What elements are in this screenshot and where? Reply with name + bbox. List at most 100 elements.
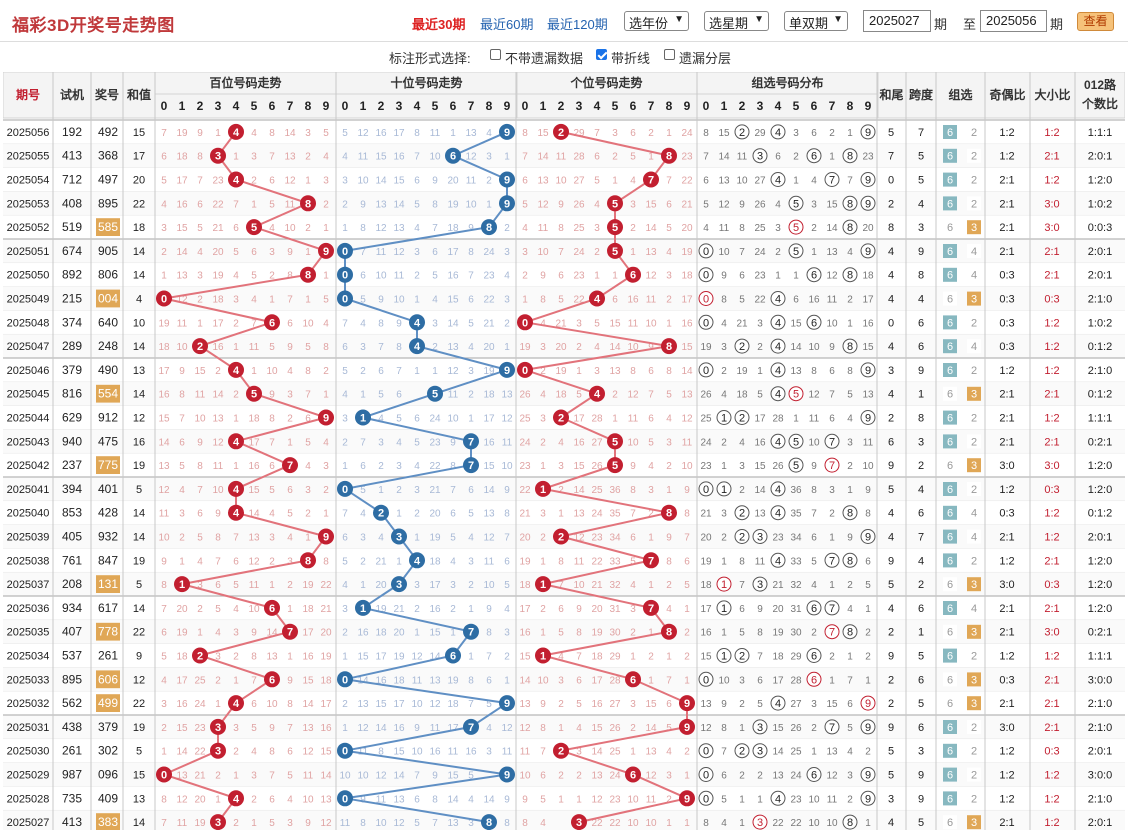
group6-label: 6: [947, 603, 953, 615]
group-omission: 30: [790, 628, 802, 639]
header-digit: 3: [215, 99, 222, 113]
trend-ball-g: [607, 195, 623, 212]
omission-value: 4: [360, 318, 366, 329]
group-ball: [770, 338, 786, 354]
sum-tail: 8: [888, 222, 894, 234]
trial-number: 379: [62, 363, 82, 377]
group-omission: 25: [754, 223, 766, 234]
link-recent-120[interactable]: 最近120期: [547, 17, 608, 32]
group-omission: 13: [862, 390, 874, 401]
link-recent-60[interactable]: 最近60期: [480, 17, 534, 32]
group-omission: 5: [739, 295, 745, 306]
trend-ball-digit: 0: [342, 746, 348, 758]
trend-ball-b: [246, 385, 262, 402]
trend-ball-digit: 9: [323, 532, 329, 544]
omission-value: 31: [609, 604, 621, 615]
omission-value: 11: [628, 414, 639, 425]
omission-value: 23: [573, 271, 585, 282]
trial-number: 537: [62, 649, 82, 663]
group-omission: 20: [862, 223, 874, 234]
omission-value: 2: [215, 366, 221, 377]
group6-badge: [943, 291, 957, 306]
prize-number: 379: [98, 720, 118, 734]
parity-select[interactable]: 单双期 ▼: [784, 11, 848, 31]
omission-value: 1: [414, 295, 420, 306]
trend-ball-digit: 9: [684, 698, 690, 710]
trend-ball-t: [337, 480, 353, 497]
trend-ball-t: [409, 314, 425, 331]
trend-ball-b: [228, 695, 244, 712]
omission-value: 4: [666, 604, 672, 615]
group-omission: 8: [811, 485, 817, 496]
omission-value: 18: [375, 628, 387, 639]
checkbox-omission-layer[interactable]: [664, 49, 675, 60]
omission-value: 2: [342, 699, 348, 710]
group-digit: 8: [847, 817, 853, 829]
group-omission: 12: [718, 199, 730, 210]
header-digit: 5: [432, 99, 439, 113]
trial-number: 562: [62, 696, 82, 710]
trend-ball-digit: 9: [323, 413, 329, 425]
omission-value: 28: [573, 152, 585, 163]
span-value: 5: [918, 698, 924, 710]
group-omission: 28: [772, 414, 784, 425]
big-small-ratio: 2:1: [1044, 555, 1059, 567]
omission-value: 19: [429, 533, 441, 544]
omission-value: 13: [447, 342, 459, 353]
omission-value: 3: [504, 295, 510, 306]
checkbox-polyline[interactable]: [596, 49, 607, 60]
group6-badge: [943, 339, 957, 354]
big-small-ratio: 1:2: [1044, 317, 1059, 329]
trial-number: 735: [62, 791, 82, 805]
group-omission: 24: [700, 437, 712, 448]
trial-number: 853: [62, 506, 82, 520]
trend-ball-b: [228, 433, 244, 450]
odd-even-ratio: 1:2: [999, 770, 1014, 782]
omission-value: 6: [161, 152, 167, 163]
group-omission: 2: [865, 652, 871, 663]
trend-ball-g: [661, 504, 677, 521]
prize-number: 383: [98, 815, 118, 829]
group-omission: 6: [829, 366, 835, 377]
group-omission: 3: [829, 485, 835, 496]
sum-tail: 4: [888, 817, 894, 829]
omission-value: 8: [486, 628, 492, 639]
start-period-input[interactable]: 2025027: [863, 10, 931, 32]
big-small-ratio: 3:0: [1044, 198, 1059, 210]
group-digit: 9: [865, 246, 871, 258]
group-ball: [770, 790, 786, 806]
omission-value: 14: [393, 771, 405, 782]
group-ball: [698, 362, 714, 378]
query-button[interactable]: 查看: [1077, 12, 1114, 31]
odd-even-ratio: 1:2: [999, 484, 1014, 496]
group3-badge: [967, 482, 981, 496]
omission-value: 8: [287, 699, 293, 710]
group-omission: 27: [754, 176, 766, 187]
end-period-input[interactable]: 2025056: [980, 10, 1047, 32]
trend-ball-digit: 6: [630, 674, 636, 686]
group3-label: 3: [971, 698, 977, 710]
year-select[interactable]: 选年份 ▼: [624, 11, 689, 31]
omission-value: 10: [357, 771, 369, 782]
group-omission: 13: [790, 366, 802, 377]
omission-value: 20: [447, 176, 459, 187]
trend-ball-t: [373, 504, 389, 521]
road012-ratio: 2:0:1: [1088, 532, 1112, 544]
trend-ball-g: [625, 266, 641, 283]
omission-value: 9: [684, 485, 690, 496]
group6-label: 6: [947, 817, 953, 829]
omission-value: 9: [360, 794, 366, 805]
group-omission: 6: [865, 556, 871, 567]
omission-value: 3: [576, 747, 582, 758]
group-omission: 14: [772, 747, 784, 758]
weekday-select[interactable]: 选星期 ▼: [704, 11, 769, 31]
checkbox-no-omission[interactable]: [490, 49, 501, 60]
link-recent-30[interactable]: 最近30期: [412, 17, 466, 32]
omission-value: 7: [197, 176, 203, 187]
omission-value: 19: [519, 342, 531, 353]
group-ball: [824, 624, 840, 640]
header-digit: 5: [793, 99, 800, 113]
group6-label: 6: [947, 270, 953, 282]
group-omission: 5: [865, 580, 871, 591]
group-ball: [770, 481, 786, 497]
